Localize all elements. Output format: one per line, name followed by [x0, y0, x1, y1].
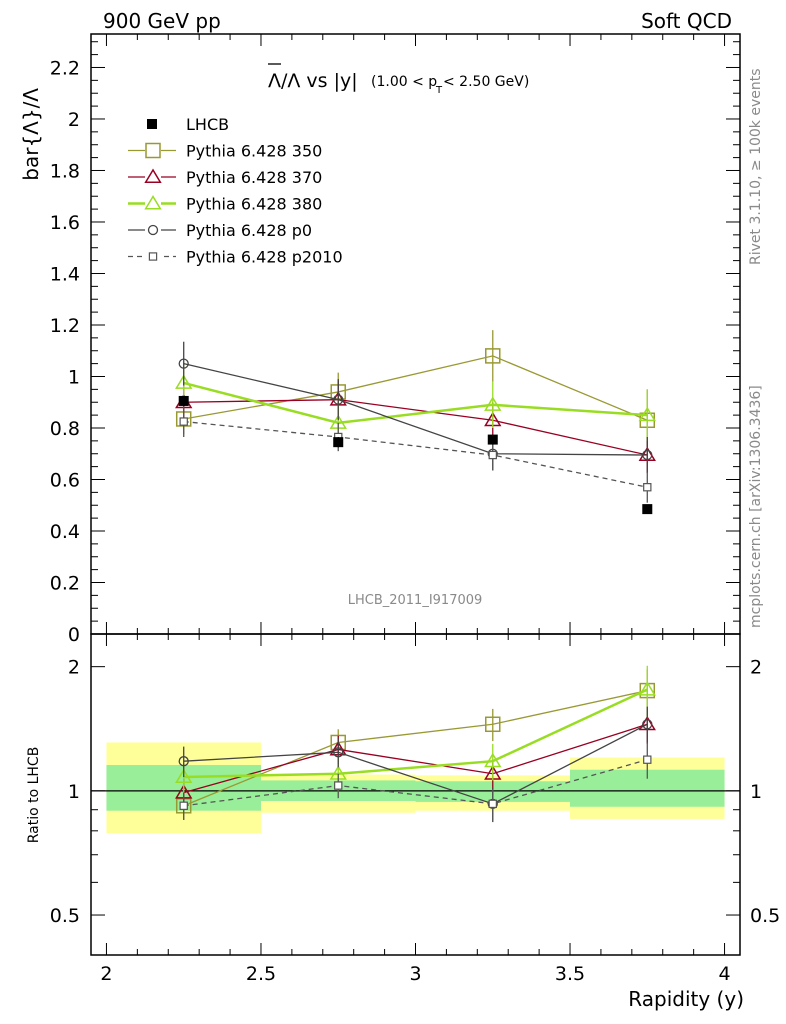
ratio-point-3 [178, 756, 189, 767]
ratio-point-3 [642, 719, 653, 730]
y-tick-label-main: 1 [68, 366, 80, 388]
ratio-point-2 [175, 768, 193, 784]
y-tick-label-ratio-right: 0.5 [750, 905, 780, 927]
series-line-4 [183, 420, 648, 488]
plot-title: Λ/Λ vs |y| [268, 70, 358, 92]
series-point-3 [642, 449, 653, 461]
series-line-3 [183, 362, 648, 456]
y-tick-label-main: 1.8 [50, 160, 80, 182]
plot-title-cut: (1.00 < p [371, 74, 437, 90]
series-point-4 [488, 450, 497, 460]
x-tick-label: 2 [100, 963, 112, 985]
series-point-4 [643, 483, 652, 492]
y-tick-label-main: 1.2 [50, 315, 80, 337]
series-point-3 [333, 394, 344, 405]
analysis-id: LHCB_2011_I917009 [348, 593, 483, 608]
legend-marker-bg-0 [145, 142, 161, 159]
x-tick-label: 2.5 [246, 963, 276, 985]
ratio-point-2 [638, 681, 656, 696]
y-tick-label-main: 2.2 [50, 57, 80, 79]
y-tick-label-ratio-right: 1 [750, 781, 762, 803]
series-point-3 [178, 358, 189, 369]
ratio-line-0 [183, 689, 648, 807]
y-axis-title-ratio: Ratio to LHCB [26, 747, 42, 844]
ratio-line-2 [183, 688, 648, 779]
series-point-2 [484, 396, 502, 411]
data-point [333, 437, 344, 448]
y-tick-label-ratio: 1 [68, 781, 80, 803]
legend-marker-2 [144, 195, 162, 210]
x-tick-label: 4 [719, 963, 731, 985]
ratio-point-3 [333, 747, 344, 758]
ratio-point-0 [485, 716, 501, 733]
series-point-2 [175, 374, 193, 389]
legend-marker-data [147, 119, 157, 129]
ratio-point-4 [179, 801, 188, 810]
ratio-line-4 [183, 759, 648, 807]
legend-marker-1 [144, 168, 162, 183]
y-tick-label-main: 0.6 [50, 469, 80, 491]
legend-marker-0 [145, 142, 161, 159]
chart-marks: 2 2.5 3 3.5 4 0 0.2 0.4 0.6 0.8 1 1.2 1.4 1.6 1.8 2 2.2 0… [50, 33, 780, 985]
series-line-2 [183, 381, 648, 425]
legend-label-0: Pythia 6.428 350 [186, 142, 322, 161]
y-tick-label-ratio: 2 [68, 657, 80, 679]
x-tick-label: 3 [409, 963, 421, 985]
y-axis-title-main: bar{Λ}/Λ [19, 88, 43, 181]
data-point [642, 504, 653, 515]
plot-title-cut-sub: T [435, 85, 443, 96]
category-label: Soft QCD [641, 9, 732, 33]
series-line-1 [183, 399, 648, 456]
legend-marker-bg-1 [145, 169, 161, 185]
legend-marker-4 [148, 252, 158, 261]
y-tick-label-main: 0 [68, 624, 80, 646]
legend-marker-3 [147, 224, 159, 236]
legend-label-data: LHCB [186, 115, 229, 134]
y-tick-label-main: 0.2 [50, 572, 80, 594]
ratio-point-4 [334, 781, 343, 790]
data-point [178, 395, 189, 406]
y-tick-label-ratio: 0.5 [50, 905, 80, 927]
series-point-0 [485, 348, 501, 364]
x-axis-title: Rapidity (y) [628, 987, 744, 1011]
series-point-4 [179, 417, 188, 426]
rivet-note: Rivet 3.1.10, ≥ 100k events [748, 68, 764, 265]
plot-title-cut-end: < 2.50 GeV) [443, 74, 529, 90]
y-tick-label-main: 1.4 [50, 263, 80, 285]
y-tick-label-ratio-right: 2 [750, 657, 762, 679]
ratio-line-1 [183, 723, 648, 794]
ratio-line-3 [183, 723, 648, 805]
y-tick-label-main: 0.8 [50, 418, 80, 440]
series-point-2 [638, 406, 656, 422]
legend-marker-bg-2 [145, 195, 161, 212]
legend-label-3: Pythia 6.428 p0 [186, 221, 312, 240]
x-tick-label: 3.5 [555, 963, 585, 985]
y-tick-label-main: 0.4 [50, 521, 80, 543]
y-tick-label-main: 1.6 [50, 212, 80, 234]
ratio-point-4 [643, 755, 652, 764]
energy-label: 900 GeV pp [103, 9, 221, 33]
ratio-point-2 [484, 752, 502, 768]
legend-marker-bg-3 [145, 222, 161, 238]
legend-label-1: Pythia 6.428 370 [186, 168, 322, 187]
legend-label-4: Pythia 6.428 p2010 [186, 248, 343, 267]
ratio-point-4 [488, 799, 497, 809]
data-point [487, 434, 498, 445]
legend-label-2: Pythia 6.428 380 [186, 195, 322, 214]
mcplots-note: mcplots.cern.ch [arXiv:1306.3436] [748, 385, 764, 628]
series-line-0 [183, 355, 648, 421]
y-tick-label-main: 2 [68, 109, 80, 131]
